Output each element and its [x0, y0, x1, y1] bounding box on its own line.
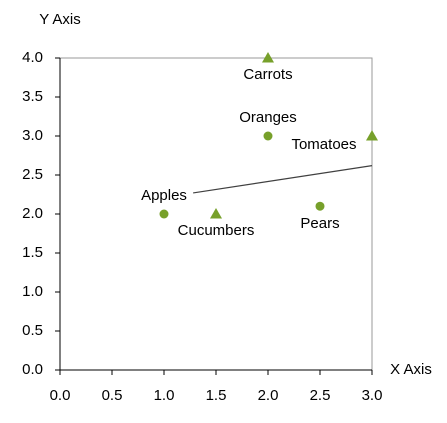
point	[210, 208, 222, 219]
data-label: Oranges	[239, 109, 297, 126]
data-label: Tomatoes	[291, 136, 356, 153]
y-tick-label: 0.0	[22, 361, 43, 378]
y-tick-label: 1.5	[22, 244, 43, 261]
x-tick-label: 2.0	[258, 387, 279, 404]
data-label: Pears	[300, 215, 339, 232]
y-tick-label: 3.0	[22, 127, 43, 144]
data-label: Apples	[141, 187, 187, 204]
x-tick-label: 1.5	[206, 387, 227, 404]
y-tick-label: 4.0	[22, 49, 43, 66]
x-tick-label: 3.0	[362, 387, 383, 404]
point	[315, 201, 325, 211]
connector-line	[193, 165, 373, 194]
data-label: Cucumbers	[178, 222, 255, 239]
y-axis-label: Y Axis	[39, 11, 80, 28]
x-tick-label: 0.0	[50, 387, 71, 404]
y-tick-label: 0.5	[22, 322, 43, 339]
x-tick-label: 2.5	[310, 387, 331, 404]
point	[262, 52, 274, 63]
x-tick-label: 0.5	[102, 387, 123, 404]
x-axis-label: X Axis	[390, 361, 432, 378]
point	[366, 130, 378, 141]
y-tick-label: 1.0	[22, 283, 43, 300]
y-tick-label: 2.5	[22, 166, 43, 183]
y-tick-label: 2.0	[22, 205, 43, 222]
data-label: Carrots	[243, 66, 292, 83]
x-tick-label: 1.0	[154, 387, 175, 404]
y-tick-label: 3.5	[22, 88, 43, 105]
point	[263, 131, 273, 141]
point	[159, 209, 169, 219]
